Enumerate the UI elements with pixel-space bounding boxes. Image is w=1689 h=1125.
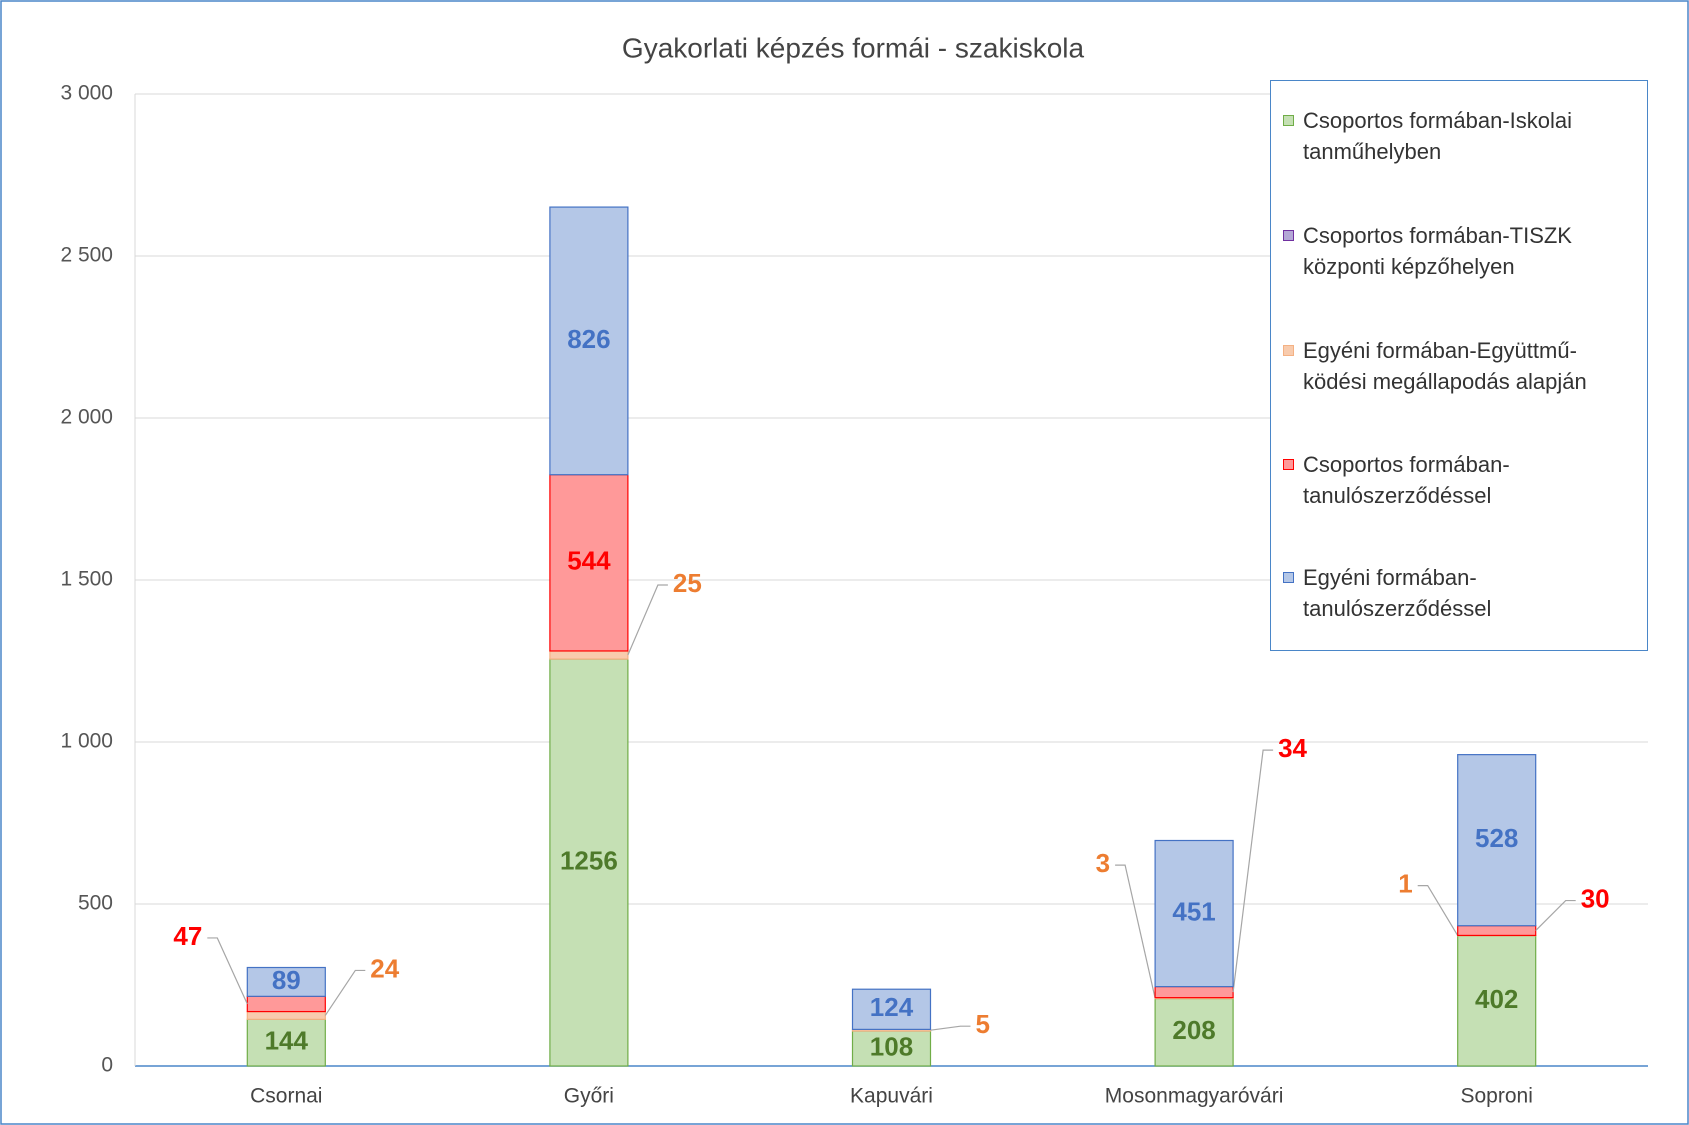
leader-line — [207, 937, 248, 1005]
bar-segment — [1457, 925, 1537, 937]
legend-item: Egyéni formában-tanulószerződéssel — [1283, 562, 1623, 624]
y-tick-label: 3 000 — [60, 82, 113, 105]
data-label: 451 — [1172, 896, 1215, 926]
y-tick-label: 0 — [101, 1054, 113, 1077]
bar-segment — [1457, 935, 1537, 1067]
bar-segment — [549, 474, 629, 652]
legend: Csoportos formában-Iskolai tanműhelyben C… — [1270, 80, 1648, 651]
legend-swatch — [1283, 230, 1294, 241]
bar-segment — [851, 1030, 932, 1067]
data-label: 144 — [265, 1026, 309, 1056]
y-tick-label: 1 500 — [60, 568, 113, 591]
data-label: 528 — [1475, 823, 1518, 853]
data-label: 89 — [272, 965, 301, 995]
legend-label: Csoportos formában-TISZK központi képzőh… — [1303, 223, 1572, 279]
data-label: 1 — [1398, 868, 1412, 898]
leader-line — [1115, 864, 1156, 999]
leader-line — [627, 584, 668, 656]
bar-segment — [246, 1010, 326, 1020]
data-label: 1256 — [560, 845, 618, 875]
data-label: 3 — [1096, 848, 1110, 878]
x-tick-label: Kapuvári — [850, 1085, 933, 1108]
y-tick-label: 2 000 — [60, 406, 113, 429]
leader-line — [1417, 884, 1459, 936]
data-label: 47 — [173, 921, 202, 951]
bar-segment — [1457, 754, 1537, 927]
leader-line — [1535, 899, 1576, 931]
legend-swatch — [1283, 459, 1294, 470]
data-label: 25 — [673, 568, 702, 598]
bar-segment — [549, 206, 629, 476]
legend-swatch — [1283, 115, 1294, 126]
data-label: 108 — [870, 1031, 913, 1061]
data-label: 208 — [1172, 1015, 1215, 1045]
legend-swatch — [1283, 572, 1294, 583]
y-tick-label: 2 500 — [60, 244, 113, 267]
data-label: 34 — [1278, 733, 1307, 763]
bar-segment — [1154, 998, 1234, 1067]
x-tick-label: Soproni — [1461, 1085, 1533, 1108]
bar-segment — [246, 1018, 326, 1067]
data-label: 30 — [1581, 883, 1610, 913]
data-label: 24 — [370, 953, 399, 983]
legend-label: Csoportos formában-Iskolai tanműhelyben — [1303, 108, 1573, 164]
chart-title: Gyakorlati képzés formái - szakiskola — [622, 32, 1085, 63]
bar-segment — [549, 650, 629, 660]
bar-segment — [1154, 839, 1234, 988]
leader-line — [1232, 749, 1274, 993]
y-tick-label: 1 000 — [60, 730, 113, 753]
legend-label: Csoportos formában-tanulószerződéssel — [1303, 452, 1510, 508]
x-tick-label: Mosonmagyaróvári — [1105, 1085, 1284, 1108]
legend-item: Csoportos formában-Iskolai tanműhelyben — [1283, 105, 1623, 167]
data-label: 402 — [1475, 984, 1518, 1014]
y-tick-label: 500 — [78, 892, 113, 915]
legend-swatch — [1283, 345, 1294, 356]
data-label: 826 — [567, 324, 610, 354]
legend-item: Csoportos formában-TISZK központi képzőh… — [1283, 220, 1623, 282]
bar-segment — [1154, 986, 1234, 999]
x-tick-label: Csornai — [250, 1085, 322, 1108]
x-tick-label: Győri — [564, 1085, 614, 1108]
legend-label: Egyéni formában-tanulószerződéssel — [1303, 565, 1492, 621]
data-label: 544 — [567, 546, 611, 576]
legend-item: Egyéni formában-Együttmű-ködési megállap… — [1283, 335, 1623, 397]
leader-line — [930, 1025, 971, 1031]
legend-item: Csoportos formában-tanulószerződéssel — [1283, 449, 1623, 511]
bar-segment — [246, 966, 326, 997]
data-label: 124 — [870, 992, 914, 1022]
leader-line — [324, 969, 366, 1016]
bar-segment — [246, 995, 326, 1013]
data-label: 5 — [976, 1009, 990, 1039]
bar-segment — [851, 988, 932, 1030]
legend-label: Egyéni formában-Együttmű-ködési megállap… — [1303, 338, 1587, 394]
